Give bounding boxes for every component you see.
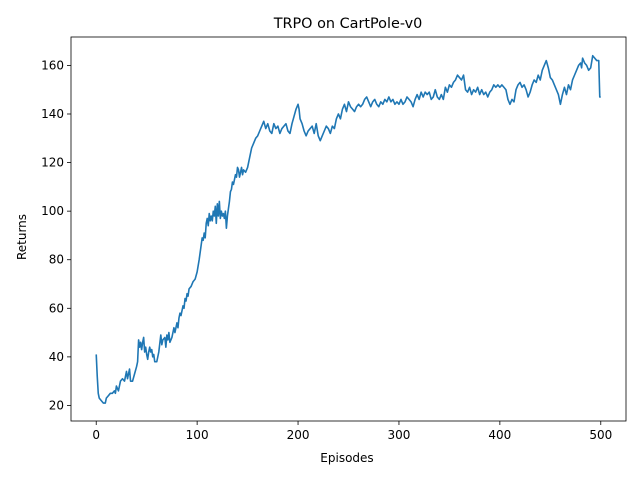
x-tick-label: 100 [186,428,209,442]
y-tick-label: 120 [41,156,64,170]
axes-frame [70,36,627,422]
y-tick-label: 160 [41,58,64,72]
series-line [95,54,601,404]
y-axis-label: Returns [15,214,29,260]
chart-title: TRPO on CartPole-v0 [273,16,423,32]
x-tick-label: 500 [589,428,612,442]
y-axis-ticks: 20 40 60 80 100 120 140 160 [41,58,71,412]
y-tick-label: 60 [49,301,64,315]
y-tick-label: 140 [41,107,64,121]
y-tick-label: 20 [49,398,64,412]
y-tick-label: 80 [49,253,64,267]
x-tick-label: 400 [488,428,511,442]
x-tick-label: 0 [92,428,100,442]
x-tick-label: 200 [287,428,310,442]
y-tick-label: 40 [49,350,64,364]
x-tick-label: 300 [388,428,411,442]
x-axis-label: Episodes [320,451,373,465]
x-axis-ticks: 0 100 200 300 400 500 [92,421,612,442]
plot-area [95,54,601,404]
y-tick-label: 100 [41,204,64,218]
